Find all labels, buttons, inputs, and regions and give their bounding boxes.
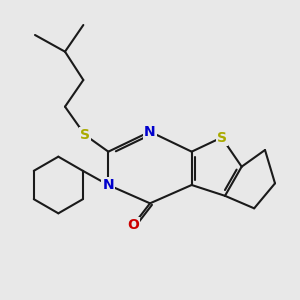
Text: S: S [217, 130, 227, 145]
Text: S: S [80, 128, 90, 142]
Text: O: O [128, 218, 139, 232]
Text: N: N [103, 178, 114, 192]
Text: N: N [144, 125, 156, 139]
